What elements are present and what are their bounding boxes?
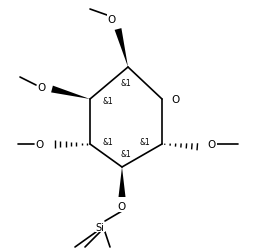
Text: &1: &1 [121,79,131,88]
Polygon shape [51,86,90,100]
Text: O: O [36,140,44,149]
Polygon shape [115,29,128,68]
Text: O: O [208,140,216,149]
Polygon shape [118,167,125,197]
Text: O: O [172,94,180,104]
Text: &1: &1 [103,97,113,106]
Text: O: O [108,15,116,25]
Text: &1: &1 [103,138,113,147]
Text: &1: &1 [121,150,131,159]
Text: O: O [118,201,126,211]
Text: O: O [38,83,46,93]
Text: &1: &1 [140,138,150,147]
Text: Si: Si [96,222,104,232]
